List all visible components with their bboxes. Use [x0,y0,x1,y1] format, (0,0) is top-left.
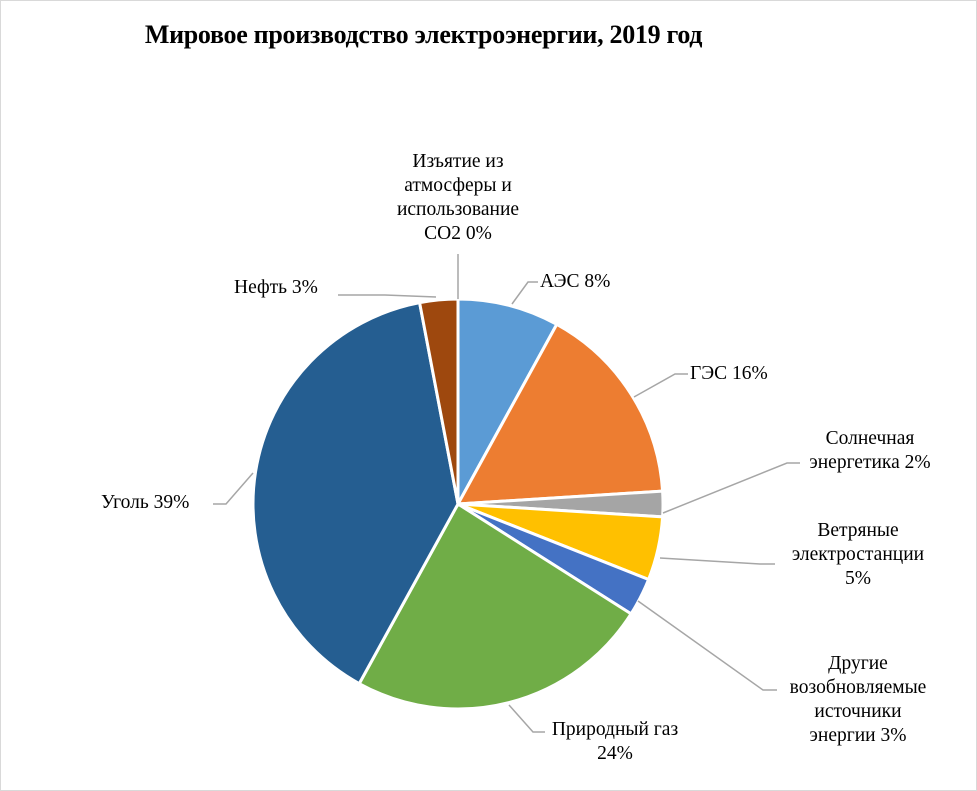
pie-slice-1[interactable] [456,322,665,506]
leader-line-coal [213,472,254,505]
pie-slice-6[interactable] [251,301,460,686]
pie-slice-5[interactable] [357,502,633,711]
data-label-gas: Природный газ 24% [551,719,679,764]
data-label-co2: Изъятие из атмосферы и использование CO2 0% [396,151,520,244]
leader-line-aes [511,281,538,305]
chart-title-text: Мировое производство электроэнергии, 201… [144,20,703,49]
data-label-wind: Ветряные электростанции 5% [791,520,925,589]
data-label-other: Другие возобновляемые источники энергии 3% [789,653,927,746]
data-label-solar: Солнечная энергетика 2% [809,428,931,473]
data-label-ges: ГЭС 16% [690,363,768,384]
pie-slices [251,297,665,711]
data-label-aes: АЭС 8% [540,271,611,292]
leader-line-other [637,600,777,691]
leader-lines [213,254,800,733]
leader-line-ges [633,373,688,398]
data-label-oil: Нефть 3% [234,277,318,298]
leader-line-gas [508,704,545,733]
data-label-coal: Уголь 39% [101,492,190,513]
pie-slice-0[interactable] [456,297,559,506]
leader-line-wind [659,557,775,565]
leader-line-oil [338,294,437,298]
chart-title: Мировое производство электроэнергии, 201… [0,20,977,50]
leader-line-solar [662,462,800,514]
